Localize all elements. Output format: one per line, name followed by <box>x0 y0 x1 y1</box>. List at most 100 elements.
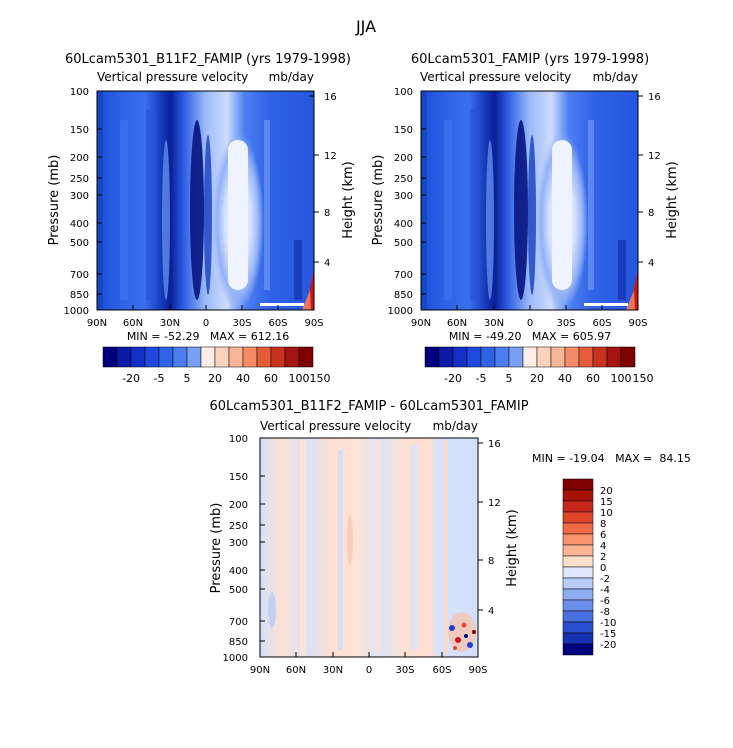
colorbar-cell <box>564 346 580 368</box>
colorbar-cell <box>424 346 440 368</box>
colorbar-cell <box>228 346 244 368</box>
y-ticks <box>260 437 265 658</box>
colorbar-label: 5 <box>184 372 191 385</box>
x-tick-label: 90S <box>468 665 487 676</box>
panel-subtitle-right: mb/day <box>269 70 314 84</box>
y-tick-label: 1000 <box>64 306 89 317</box>
colorbar-cell <box>562 588 594 601</box>
y-tick-label: 500 <box>229 585 248 596</box>
colorbar-cell <box>562 566 594 579</box>
height-tick-label: 12 <box>488 498 501 509</box>
height-tick-label: 16 <box>324 92 337 103</box>
colorbar-cell <box>466 346 482 368</box>
colorbar-label: 20 <box>530 372 544 385</box>
colorbar-cell <box>242 346 258 368</box>
panel-top-right: 60Lcam5301_FAMIP (yrs 1979-1998) Vertica… <box>371 52 680 385</box>
y-tick-label: 300 <box>229 538 248 549</box>
x-tick-label: 90S <box>628 318 647 329</box>
y-axis-left: 100 150 200 250 300 400 500 700 850 1000… <box>371 87 426 317</box>
colorbar-cell <box>102 346 118 368</box>
x-tick-label: 60N <box>286 665 306 676</box>
y-tick-label: 1000 <box>388 306 413 317</box>
colorbar-label: 60 <box>586 372 600 385</box>
colorbar-label: 40 <box>558 372 572 385</box>
y-tick-label: 200 <box>394 153 413 164</box>
y-tick-label: 250 <box>229 521 248 532</box>
x-axis: 90N 60N 30N 0 30S 60S 90S <box>250 652 488 676</box>
x-tick-label: 30S <box>556 318 575 329</box>
y-axis-right: 16 12 8 4 Height (km) <box>478 439 520 617</box>
colorbar-cell <box>172 346 188 368</box>
y-tick-label: 200 <box>70 153 89 164</box>
y-tick-label: 100 <box>394 87 413 98</box>
colorbar-label: -5 <box>154 372 165 385</box>
height-tick-label: 8 <box>648 208 654 219</box>
colorbar-cell <box>562 643 594 656</box>
y-tick-label: 700 <box>70 270 89 281</box>
y-tick-label: 150 <box>70 125 89 136</box>
height-axis-label: Height (km) <box>665 161 680 238</box>
height-tick-label: 12 <box>648 151 661 162</box>
panel-subtitle-left: Vertical pressure velocity <box>260 419 411 433</box>
y-ticks <box>421 90 426 311</box>
colorbar-label: -8 <box>600 607 610 618</box>
x-tick-label: 0 <box>366 665 372 676</box>
colorbar-cell <box>144 346 160 368</box>
x-tick-label: 90N <box>411 318 431 329</box>
colorbar-label: 6 <box>600 530 606 541</box>
height-ticks <box>638 95 643 263</box>
y-axis-right: 16 12 8 4 Height (km) <box>638 92 680 269</box>
colorbar-cell <box>562 577 594 590</box>
height-tick-label: 4 <box>648 258 654 269</box>
colorbar-cell <box>158 346 174 368</box>
height-tick-label: 16 <box>488 439 501 450</box>
colorbar-cell <box>562 478 594 491</box>
y-tick-label: 1000 <box>223 653 248 664</box>
x-tick-label: 60S <box>268 318 287 329</box>
colorbar-label: 150 <box>633 372 654 385</box>
panel-subtitle-left: Vertical pressure velocity <box>97 70 248 84</box>
colorbar-cells <box>424 346 636 368</box>
y-tick-label: 850 <box>229 637 248 648</box>
x-tick-label: 60S <box>432 665 451 676</box>
colorbar-label: 10 <box>600 508 613 519</box>
colorbar: -20 -5 5 20 40 60 100 150 <box>102 346 331 385</box>
colorbar-cell <box>592 346 608 368</box>
colorbar-label: -20 <box>444 372 462 385</box>
colorbar-cell <box>562 522 594 535</box>
height-ticks <box>309 95 319 263</box>
y-tick-label: 250 <box>70 174 89 185</box>
y-axis-label: Pressure (mb) <box>47 155 62 246</box>
colorbar-cell <box>562 599 594 612</box>
height-tick-label: 8 <box>324 208 330 219</box>
y-tick-label: 400 <box>70 219 89 230</box>
x-tick-label: 90N <box>87 318 107 329</box>
y-tick-label: 150 <box>229 472 248 483</box>
y-tick-label: 250 <box>394 174 413 185</box>
colorbar-cell <box>536 346 552 368</box>
y-axis-right: 16 12 8 4 Height (km) <box>309 92 356 269</box>
colorbar-cell <box>200 346 216 368</box>
y-tick-label: 100 <box>70 87 89 98</box>
y-tick-label: 850 <box>394 290 413 301</box>
colorbar-cell <box>508 346 524 368</box>
colorbar-label: 20 <box>600 486 613 497</box>
y-tick-label: 400 <box>394 219 413 230</box>
height-tick-label: 4 <box>324 258 330 269</box>
colorbar-cell <box>562 610 594 623</box>
x-ticks <box>420 305 639 310</box>
colorbar-cell <box>562 555 594 568</box>
colorbar-cell <box>562 511 594 524</box>
colorbar-cell <box>256 346 272 368</box>
x-tick-label: 30N <box>160 318 180 329</box>
y-tick-label: 150 <box>394 125 413 136</box>
contour-field <box>260 438 478 657</box>
colorbar-cell <box>494 346 510 368</box>
colorbar-label: 60 <box>264 372 278 385</box>
colorbar-cells <box>562 478 594 656</box>
colorbar-cell <box>562 500 594 513</box>
colorbar-label: 5 <box>506 372 513 385</box>
y-tick-label: 200 <box>229 500 248 511</box>
x-tick-label: 90S <box>304 318 323 329</box>
colorbar-cell <box>562 632 594 645</box>
